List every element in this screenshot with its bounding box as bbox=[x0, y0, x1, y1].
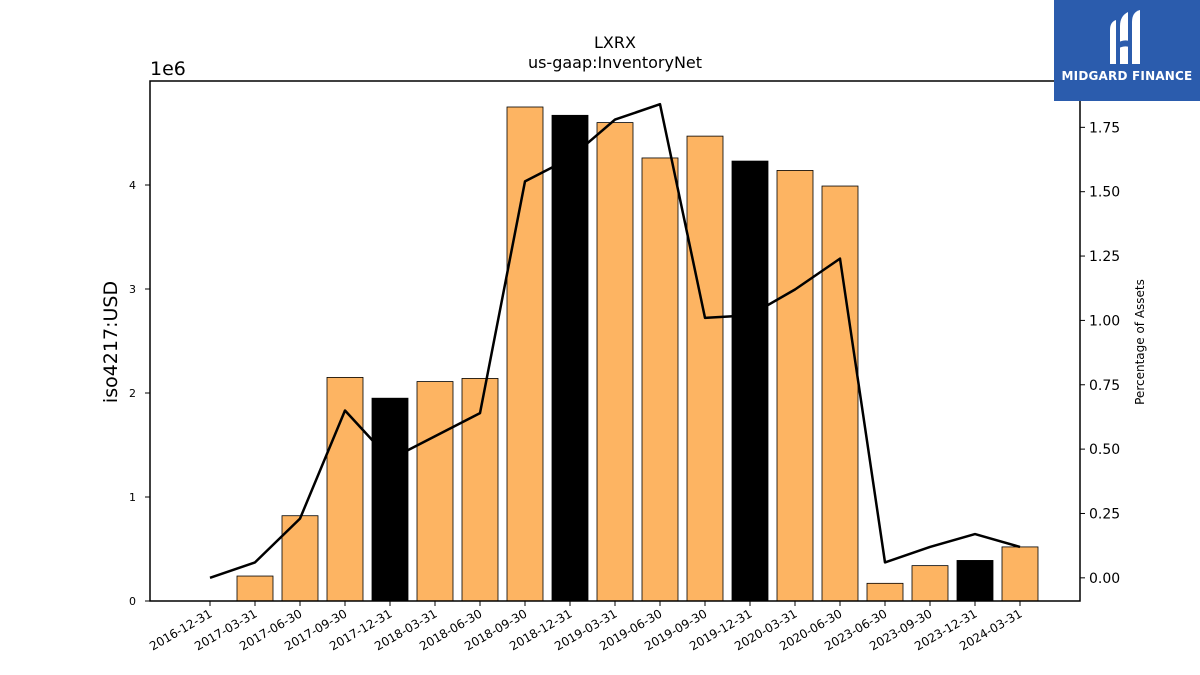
midgard-logo-icon bbox=[1110, 10, 1140, 64]
y2-tick-label: 1.25 bbox=[1089, 249, 1120, 265]
chart-subtitle: us-gaap:InventoryNet bbox=[528, 53, 702, 72]
line-group bbox=[209, 102, 1021, 580]
y-tick-label: 4 bbox=[129, 179, 136, 192]
y2-tick-label: 0.75 bbox=[1089, 378, 1120, 394]
y-tick-label: 0 bbox=[129, 595, 136, 608]
bar-2024-03-31 bbox=[1001, 546, 1039, 602]
y-tick-label: 1 bbox=[129, 491, 136, 504]
bar-2019-06-30 bbox=[641, 157, 679, 602]
y-axis-label: iso4217:USD bbox=[100, 281, 122, 403]
bar-2017-09-30 bbox=[326, 376, 364, 602]
bar-2023-06-30 bbox=[866, 582, 904, 602]
bar-2020-06-30 bbox=[821, 185, 859, 602]
y2-tick-label: 0.50 bbox=[1089, 442, 1120, 458]
y-tick-label: 3 bbox=[129, 283, 136, 296]
bar-2023-12-31 bbox=[956, 560, 994, 602]
y2-axis-label: Percentage of Assets bbox=[1133, 279, 1147, 405]
logo-text: MIDGARD FINANCE bbox=[1061, 69, 1193, 83]
bar-2018-09-30 bbox=[506, 106, 544, 602]
y2-tick-label: 0.25 bbox=[1089, 506, 1120, 522]
bar-2018-12-31 bbox=[551, 114, 589, 602]
plot-frame bbox=[149, 80, 1081, 602]
bar-2023-09-30 bbox=[911, 565, 949, 602]
bar-2017-03-31 bbox=[236, 575, 274, 602]
bar-2017-06-30 bbox=[281, 515, 319, 602]
bar-2017-12-31 bbox=[371, 397, 409, 602]
bar-2020-03-31 bbox=[776, 170, 814, 602]
y-multiplier-label: 1e6 bbox=[150, 58, 186, 80]
bar-2019-12-31 bbox=[731, 160, 769, 602]
midgard-finance-logo: MIDGARD FINANCE bbox=[1054, 0, 1200, 101]
y-tick-label: 2 bbox=[129, 387, 136, 400]
chart-title: LXRX bbox=[594, 33, 636, 52]
bar-2018-03-31 bbox=[416, 381, 454, 602]
bar-2019-03-31 bbox=[596, 122, 634, 602]
y2-tick-label: 1.50 bbox=[1089, 185, 1120, 201]
percentage-line bbox=[209, 102, 1021, 580]
bar-2018-06-30 bbox=[461, 378, 499, 602]
y2-tick-label: 1.00 bbox=[1089, 313, 1120, 329]
bars-group bbox=[236, 106, 1039, 602]
y2-tick-label: 0.00 bbox=[1089, 571, 1120, 587]
y2-tick-label: 1.75 bbox=[1089, 120, 1120, 136]
bar-2019-09-30 bbox=[686, 135, 724, 602]
